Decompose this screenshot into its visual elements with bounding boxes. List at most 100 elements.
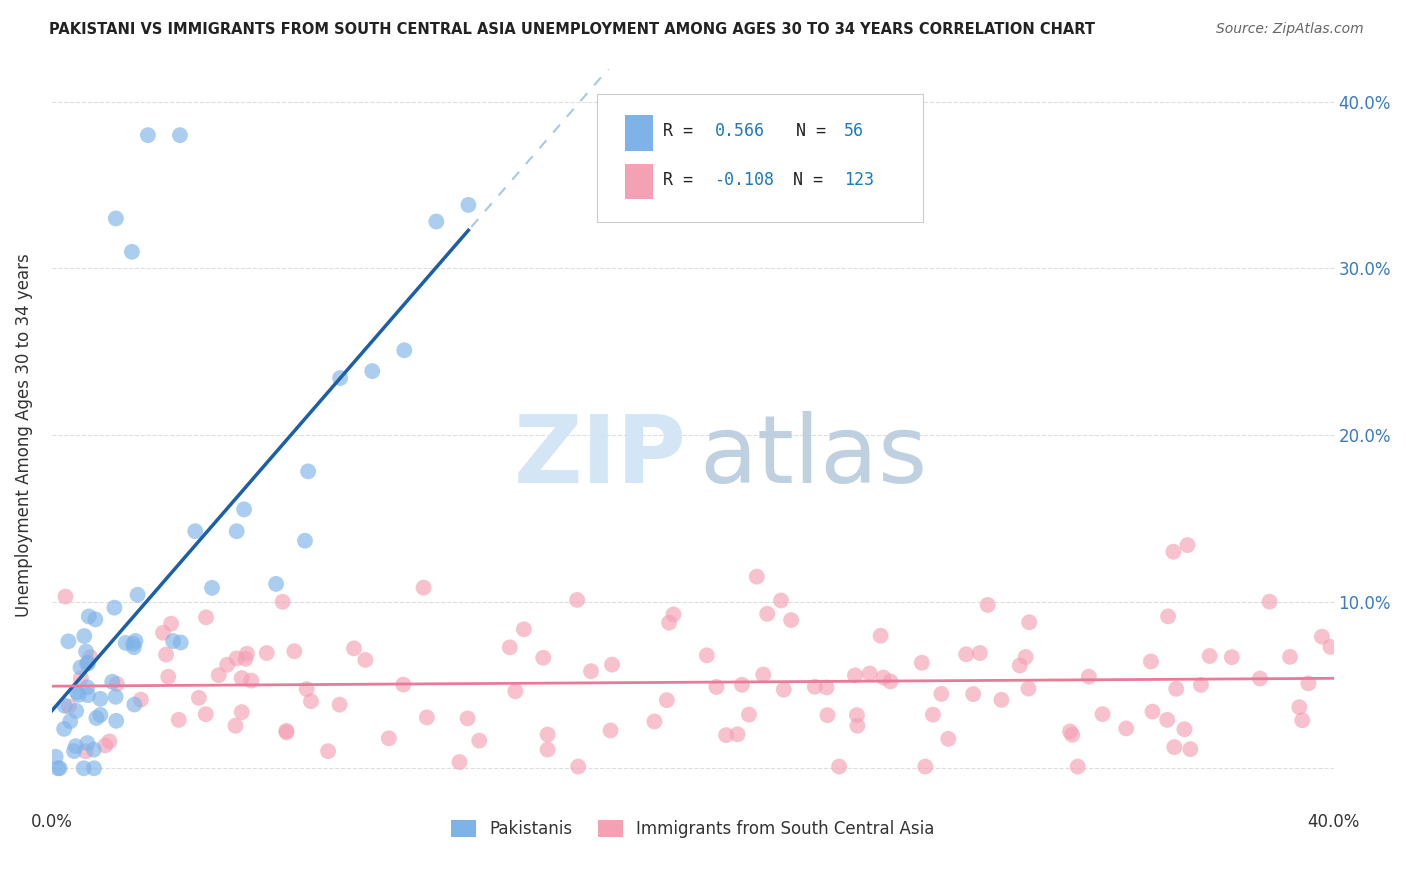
- Point: [53, 722, 76, 736]
- Point: [1077, 670, 1099, 684]
- Point: [89, 691, 111, 706]
- Point: [70, 671, 93, 685]
- Text: -0.108: -0.108: [714, 171, 775, 189]
- Point: [969, 646, 991, 660]
- Point: [94, 739, 117, 753]
- Point: [1163, 740, 1185, 755]
- Y-axis label: Unemployment Among Ages 30 to 34 years: Unemployment Among Ages 30 to 34 years: [15, 253, 32, 617]
- Point: [914, 759, 936, 773]
- Point: [276, 725, 298, 739]
- Point: [828, 759, 851, 773]
- Point: [124, 698, 146, 712]
- Point: [714, 728, 737, 742]
- Point: [392, 677, 415, 691]
- Point: [75, 644, 97, 658]
- Point: [89, 707, 111, 722]
- Point: [170, 635, 193, 649]
- Point: [264, 577, 287, 591]
- Point: [1142, 705, 1164, 719]
- Point: [103, 600, 125, 615]
- Point: [343, 641, 366, 656]
- Point: [804, 680, 827, 694]
- Point: [77, 656, 100, 670]
- FancyBboxPatch shape: [596, 95, 924, 222]
- Point: [911, 656, 934, 670]
- Point: [105, 714, 128, 728]
- Point: [65, 739, 87, 753]
- Point: [162, 634, 184, 648]
- Text: 56: 56: [844, 122, 863, 140]
- Point: [58, 699, 80, 714]
- Point: [354, 653, 377, 667]
- Point: [1310, 630, 1333, 644]
- Point: [457, 198, 479, 212]
- Point: [859, 666, 882, 681]
- Point: [1177, 538, 1199, 552]
- Point: [224, 719, 246, 733]
- Point: [1115, 722, 1137, 736]
- Point: [936, 731, 959, 746]
- Point: [600, 657, 623, 672]
- Point: [731, 678, 754, 692]
- Point: [231, 671, 253, 685]
- Point: [567, 759, 589, 773]
- Point: [579, 664, 602, 678]
- Point: [195, 610, 218, 624]
- Point: [75, 744, 97, 758]
- Point: [505, 684, 527, 698]
- Point: [45, 749, 67, 764]
- Point: [121, 244, 143, 259]
- Point: [283, 644, 305, 658]
- Point: [780, 613, 803, 627]
- Text: Source: ZipAtlas.com: Source: ZipAtlas.com: [1216, 22, 1364, 37]
- Point: [696, 648, 718, 663]
- Text: PAKISTANI VS IMMIGRANTS FROM SOUTH CENTRAL ASIA UNEMPLOYMENT AMONG AGES 30 TO 34: PAKISTANI VS IMMIGRANTS FROM SOUTH CENTR…: [49, 22, 1095, 37]
- Point: [69, 660, 91, 674]
- Bar: [624, 115, 652, 151]
- Point: [294, 533, 316, 548]
- Point: [184, 524, 207, 539]
- Point: [104, 690, 127, 704]
- Point: [236, 647, 259, 661]
- Point: [1249, 672, 1271, 686]
- Text: atlas: atlas: [699, 411, 928, 503]
- Point: [276, 723, 298, 738]
- Point: [129, 692, 152, 706]
- Point: [76, 736, 98, 750]
- Point: [922, 707, 945, 722]
- Point: [101, 674, 124, 689]
- Point: [65, 704, 87, 718]
- Point: [231, 705, 253, 719]
- Point: [225, 524, 247, 539]
- Text: N =: N =: [793, 171, 832, 189]
- Point: [425, 214, 447, 228]
- Point: [160, 616, 183, 631]
- Point: [394, 343, 416, 358]
- Point: [1166, 681, 1188, 696]
- Point: [1298, 676, 1320, 690]
- Point: [378, 731, 401, 746]
- Point: [457, 711, 479, 725]
- Text: ZIP: ZIP: [513, 411, 686, 503]
- Point: [1067, 759, 1090, 773]
- Point: [208, 668, 231, 682]
- Text: 123: 123: [844, 171, 875, 189]
- Point: [83, 761, 105, 775]
- Point: [1319, 640, 1341, 654]
- Point: [98, 734, 121, 748]
- Point: [217, 657, 239, 672]
- Point: [1018, 615, 1040, 630]
- Point: [756, 607, 779, 621]
- Point: [1062, 728, 1084, 742]
- Point: [79, 650, 101, 665]
- Point: [1258, 594, 1281, 608]
- Point: [962, 687, 984, 701]
- Point: [990, 693, 1012, 707]
- Point: [752, 667, 775, 681]
- Point: [449, 755, 471, 769]
- Point: [194, 707, 217, 722]
- Point: [361, 364, 384, 378]
- Point: [846, 719, 869, 733]
- Point: [169, 128, 191, 143]
- Point: [845, 708, 868, 723]
